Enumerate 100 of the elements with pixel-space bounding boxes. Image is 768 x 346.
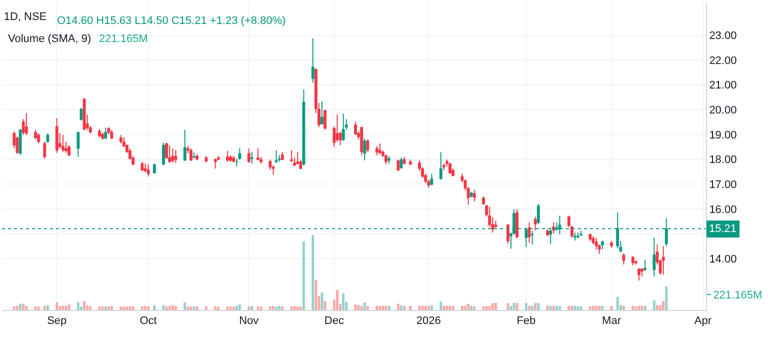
bar bbox=[446, 306, 448, 310]
bar bbox=[229, 306, 232, 310]
candlestick bbox=[594, 237, 598, 250]
bar bbox=[58, 306, 62, 310]
bar bbox=[272, 306, 274, 310]
bar bbox=[552, 306, 555, 310]
bar bbox=[104, 306, 107, 310]
bar bbox=[622, 306, 625, 310]
bar bbox=[232, 306, 235, 310]
bar bbox=[140, 306, 144, 310]
bar bbox=[524, 303, 528, 310]
bar bbox=[314, 280, 318, 310]
bar bbox=[299, 306, 302, 310]
bar bbox=[22, 304, 25, 310]
bar bbox=[43, 306, 46, 310]
bar bbox=[592, 306, 594, 310]
bar bbox=[595, 306, 598, 310]
bar bbox=[580, 306, 582, 310]
bar bbox=[656, 305, 658, 310]
bar bbox=[302, 241, 305, 310]
y-tick-label: 20.00 bbox=[709, 104, 737, 117]
bar bbox=[644, 306, 646, 310]
bar bbox=[336, 290, 338, 310]
candlestick bbox=[46, 132, 50, 144]
bar bbox=[440, 302, 442, 310]
y-tick-label: 18.00 bbox=[709, 154, 737, 166]
bar bbox=[555, 306, 558, 310]
bar bbox=[388, 306, 390, 310]
bar bbox=[260, 306, 262, 310]
bar bbox=[120, 306, 122, 310]
annotation: O14.60 H15.63 L14.50 C15.21 +1.23 (+8.80%) bbox=[57, 15, 286, 27]
bar bbox=[442, 306, 446, 310]
bar bbox=[396, 304, 400, 310]
bar bbox=[570, 306, 574, 310]
bar bbox=[12, 306, 16, 310]
annotation: Volume (SMA, 9) bbox=[8, 33, 92, 45]
bar bbox=[248, 306, 250, 310]
bar bbox=[494, 303, 497, 310]
bar bbox=[235, 306, 238, 310]
bar bbox=[588, 306, 592, 310]
y-tick-label: 16.00 bbox=[709, 204, 737, 216]
bar bbox=[510, 306, 512, 310]
bar bbox=[470, 306, 473, 310]
bar bbox=[662, 300, 665, 310]
bar bbox=[86, 305, 89, 310]
bar bbox=[601, 306, 604, 310]
bar bbox=[144, 306, 146, 310]
bar bbox=[83, 300, 86, 310]
bar bbox=[186, 306, 190, 310]
y-tick-label: 19.00 bbox=[709, 129, 737, 142]
x-tick-label: Sep bbox=[47, 315, 67, 328]
bar bbox=[659, 305, 662, 310]
bar bbox=[37, 306, 40, 310]
bar bbox=[132, 306, 134, 310]
y2-tick-label: 221.165M bbox=[713, 290, 762, 302]
bar bbox=[147, 306, 150, 310]
bar bbox=[89, 306, 92, 310]
annotation: 221.165M bbox=[99, 33, 148, 45]
bar bbox=[568, 306, 570, 310]
bar bbox=[574, 306, 576, 310]
x-tick-label: Dec bbox=[324, 315, 344, 328]
candlestick bbox=[573, 232, 576, 242]
bar bbox=[464, 306, 466, 310]
bar bbox=[214, 306, 217, 310]
bar bbox=[485, 306, 488, 310]
bar bbox=[204, 306, 208, 310]
bar bbox=[634, 306, 638, 310]
bar bbox=[424, 306, 427, 310]
bar bbox=[357, 305, 360, 310]
bar bbox=[76, 302, 80, 310]
y-tick-label: 17.00 bbox=[709, 179, 737, 192]
bar bbox=[549, 306, 552, 310]
bar bbox=[190, 306, 192, 310]
x-tick-label: Apr bbox=[694, 315, 712, 328]
y-tick-label: 14.00 bbox=[709, 253, 737, 266]
candlestick bbox=[274, 150, 278, 164]
bar bbox=[184, 302, 186, 310]
x-tick-label: 2026 bbox=[416, 315, 441, 328]
x-tick-label: Feb bbox=[516, 315, 536, 328]
bar bbox=[293, 306, 296, 310]
bar bbox=[528, 306, 530, 310]
ref-line-label: 15.21 bbox=[709, 223, 737, 235]
bar bbox=[126, 306, 128, 310]
bar bbox=[281, 306, 284, 310]
bar bbox=[238, 304, 241, 310]
bar bbox=[616, 296, 619, 310]
bar bbox=[19, 304, 22, 310]
candlestick bbox=[110, 129, 114, 140]
bar bbox=[110, 306, 113, 310]
bar bbox=[473, 306, 476, 310]
bar bbox=[324, 300, 326, 310]
bar bbox=[460, 306, 464, 310]
bar bbox=[452, 306, 454, 310]
bar bbox=[168, 306, 171, 310]
bar bbox=[80, 306, 82, 310]
bar bbox=[506, 303, 510, 310]
bar bbox=[531, 306, 534, 310]
bar bbox=[534, 303, 537, 310]
y-tick-label: 21.00 bbox=[709, 80, 737, 92]
bar bbox=[275, 306, 278, 310]
